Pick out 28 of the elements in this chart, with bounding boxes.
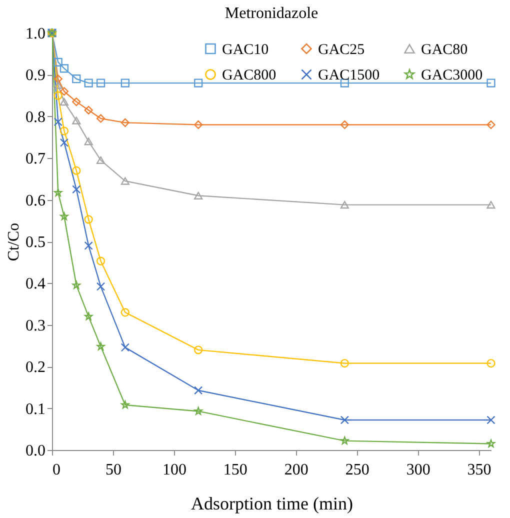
x-tick-label: 200 <box>284 462 308 478</box>
legend-label: GAC25 <box>318 42 365 58</box>
y-tick-label: 0.0 <box>26 442 46 460</box>
y-tick-label: 0.8 <box>26 108 46 126</box>
legend-label: GAC800 <box>222 68 276 84</box>
chart-title: Metronidazole <box>224 5 318 22</box>
x-tick-label: 0 <box>52 462 60 478</box>
x-tick-label: 350 <box>467 462 492 478</box>
y-axis-title: Ct/Co <box>6 222 22 262</box>
x-tick-label: 100 <box>162 462 186 478</box>
y-tick-label: 0.3 <box>26 317 46 334</box>
y-tick-label: 1.0 <box>26 26 46 42</box>
x-tick-label: 250 <box>345 462 370 478</box>
x-tick-label: 50 <box>105 462 122 478</box>
y-tick-label: 0.7 <box>26 150 46 168</box>
y-tick-label: 0.4 <box>26 276 46 293</box>
y-tick-label: 0.6 <box>26 192 46 210</box>
x-tick-label: 150 <box>223 462 248 478</box>
y-tick-label: 0.2 <box>26 359 46 376</box>
y-tick-label: 0.9 <box>26 67 46 84</box>
x-axis-title: Adsorption time (min) <box>191 494 353 514</box>
legend-label: GAC80 <box>421 42 468 58</box>
x-tick-label: 300 <box>406 462 430 478</box>
legend-label: GAC1500 <box>318 68 380 84</box>
y-tick-label: 0.1 <box>26 400 46 418</box>
y-tick-label: 0.5 <box>26 234 46 251</box>
legend-label: GAC3000 <box>421 68 483 84</box>
legend-label: GAC10 <box>222 42 269 58</box>
